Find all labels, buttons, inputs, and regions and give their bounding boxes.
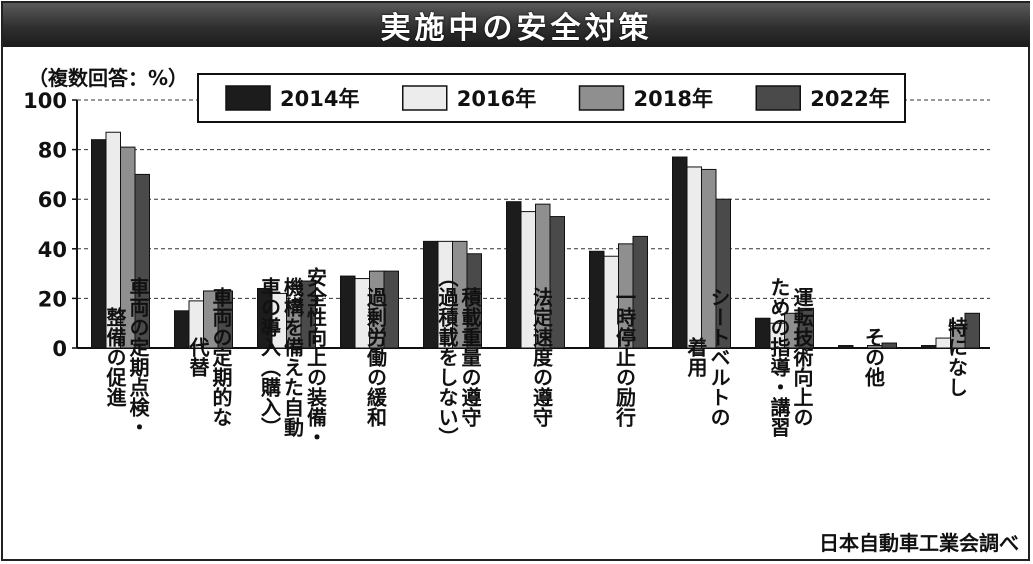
bar bbox=[715, 198, 731, 349]
bar-layer bbox=[91, 131, 980, 349]
category-label-line: 積載重量の遵守 bbox=[458, 287, 482, 427]
category-label-line: 機構を備えた自動 bbox=[281, 277, 305, 438]
category-label-line: 法定速度の遵守 bbox=[530, 286, 554, 427]
legend-swatch bbox=[578, 85, 625, 111]
category-label-line: 安全性向上の装備・ bbox=[304, 266, 328, 447]
category-label-line: 着用 bbox=[684, 336, 708, 378]
category-label-line: 車両の定期点検・ bbox=[126, 276, 150, 437]
category-label: 特になし bbox=[945, 316, 969, 397]
y-tick-label: 60 bbox=[38, 188, 67, 212]
bar bbox=[217, 290, 233, 349]
bar bbox=[964, 312, 980, 349]
category-label-line: （過積載をしない） bbox=[435, 267, 459, 447]
y-tick-label: 100 bbox=[23, 89, 67, 113]
y-tick-label: 40 bbox=[38, 238, 67, 262]
source-note: 日本自動車工業会調べ bbox=[819, 531, 1019, 555]
legend-swatch bbox=[402, 85, 448, 111]
bar bbox=[549, 216, 565, 349]
legend-label: 2016年 bbox=[457, 87, 536, 111]
chart-title: 実施中の安全対策 bbox=[380, 11, 653, 46]
category-label: 法定速度の遵守 bbox=[530, 286, 554, 427]
bar bbox=[838, 345, 854, 349]
category-label-line: 車両の定期的な bbox=[209, 286, 233, 427]
bar bbox=[506, 201, 522, 349]
category-label: その他 bbox=[862, 327, 886, 387]
bar bbox=[383, 270, 399, 349]
category-label-line: 一時停止の励行 bbox=[613, 287, 637, 427]
unit-note: （複数回答：%） bbox=[28, 66, 189, 90]
category-label: 車両の定期点検・整備の促進 bbox=[103, 276, 150, 437]
bar bbox=[881, 342, 897, 349]
category-label-line: 特になし bbox=[945, 316, 969, 397]
bar bbox=[798, 307, 814, 349]
bar bbox=[686, 166, 702, 349]
category-label-line: ための指導・講習 bbox=[767, 277, 791, 438]
category-label: 一時停止の励行 bbox=[613, 287, 637, 427]
legend-label: 2022年 bbox=[810, 87, 889, 111]
category-label-line: 運転技術向上の bbox=[790, 287, 814, 427]
category-label-line: 代替 bbox=[186, 337, 210, 378]
legend-swatch bbox=[225, 85, 271, 111]
bar bbox=[300, 280, 316, 349]
legend-label: 2014年 bbox=[280, 87, 359, 111]
category-label-line: 車の導入（購入） bbox=[258, 276, 282, 437]
category-label-line: その他 bbox=[862, 327, 886, 387]
category-label-line: 過剰労働の緩和 bbox=[364, 287, 388, 427]
legend-swatch bbox=[755, 85, 801, 111]
y-tick-label: 20 bbox=[38, 287, 67, 311]
title-bar: 実施中の安全対策 bbox=[3, 3, 1030, 47]
category-label: 過剰労働の緩和 bbox=[364, 287, 388, 427]
y-tick-label: 80 bbox=[38, 139, 67, 163]
category-label-line: シートベルトの bbox=[707, 287, 731, 427]
legend: 2014年 2016年 2018年 2022年 bbox=[197, 73, 906, 123]
category-label: 積載重量の遵守（過積載をしない） bbox=[435, 267, 482, 447]
bar bbox=[921, 345, 937, 349]
legend-label: 2018年 bbox=[634, 87, 713, 111]
bar bbox=[589, 250, 605, 349]
bar bbox=[134, 173, 150, 349]
bar bbox=[340, 275, 356, 349]
bar bbox=[672, 156, 688, 349]
bar bbox=[466, 253, 482, 349]
category-label-line: 整備の促進 bbox=[103, 306, 127, 407]
y-tick-label: 0 bbox=[52, 337, 67, 361]
bar bbox=[632, 235, 648, 349]
